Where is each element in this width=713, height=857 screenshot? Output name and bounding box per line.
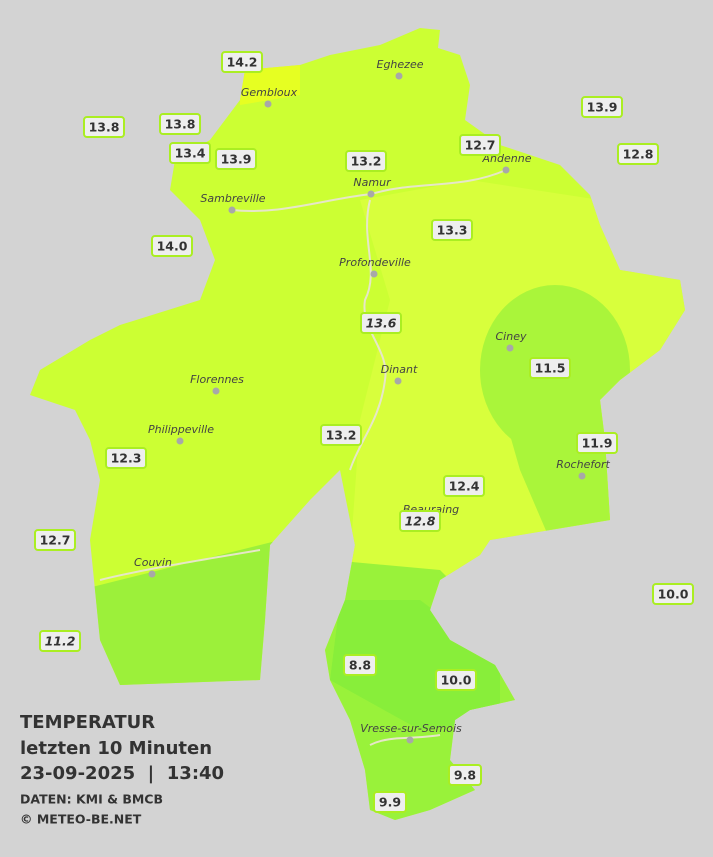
station-box (221, 51, 263, 73)
city-label: Rochefort (556, 458, 610, 471)
station-value: 13.2 (326, 428, 357, 443)
station-value: 13.3 (437, 223, 468, 238)
legend-source: DATEN: KMI & BMCB (20, 792, 163, 807)
station-value: 14.0 (157, 239, 188, 254)
city-label: Florennes (190, 373, 244, 386)
station-value: 9.9 (379, 795, 401, 810)
stations: 14.2 13.8 13.8 13.4 13.9 13.2 12.7 13.9 12.8 14.0… (34, 51, 694, 813)
station-box (459, 134, 501, 156)
station-box (169, 142, 211, 164)
station-box (576, 432, 618, 454)
city-dot (370, 270, 378, 278)
city-dot (264, 100, 272, 108)
station-value: 13.9 (221, 152, 252, 167)
station-value: 9.8 (454, 768, 476, 783)
station-value: 12.3 (111, 451, 142, 466)
legend-copyright: © METEO-BE.NET (20, 812, 142, 827)
station-value: 13.8 (89, 120, 120, 135)
station-box (83, 116, 125, 138)
legend-title: TEMPERATUR (20, 712, 155, 733)
station-box (343, 654, 377, 676)
station-value: 11.5 (535, 361, 566, 376)
station-box (652, 583, 694, 605)
station-box (215, 148, 257, 170)
station-value: 12.7 (40, 533, 71, 548)
station-box (159, 113, 201, 135)
legend-period: letzten 10 Minuten (20, 738, 212, 759)
station-box (34, 529, 76, 551)
cities: EghezeeGemblouxAndenneNamurSambrevillePr… (134, 58, 610, 744)
city-dot (502, 166, 510, 174)
city-label: Gembloux (241, 86, 298, 99)
city-label: Ciney (496, 330, 527, 343)
station-value: 8.8 (349, 658, 371, 673)
station-value: 13.4 (175, 146, 206, 161)
legend-timestamp: 23-09-2025 | 13:40 (20, 763, 224, 784)
city-label: Couvin (134, 556, 172, 569)
station-value: 12.8 (405, 514, 436, 529)
station-box (581, 96, 623, 118)
station-box (320, 424, 362, 446)
city-dot (212, 387, 220, 395)
city-dot (176, 437, 184, 445)
station-box (435, 669, 477, 691)
city-dot (506, 344, 514, 352)
city-label: Vresse-sur-Semois (360, 722, 462, 735)
station-value: 14.2 (227, 55, 258, 70)
station-box (39, 630, 81, 652)
station-box (360, 312, 402, 334)
city-label: Philippeville (148, 423, 214, 436)
station-value: 11.2 (45, 634, 76, 649)
station-box (617, 143, 659, 165)
station-value: 13.9 (587, 100, 618, 115)
city-label: Sambreville (200, 192, 265, 205)
station-box (345, 150, 387, 172)
station-box (431, 219, 473, 241)
city-dot (406, 736, 414, 744)
station-value: 13.6 (366, 316, 397, 331)
station-box (151, 235, 193, 257)
station-box (105, 447, 147, 469)
city-dot (394, 377, 402, 385)
station-value: 12.4 (449, 479, 480, 494)
city-dot (148, 570, 156, 578)
station-value: 12.7 (465, 138, 496, 153)
station-box (529, 357, 571, 379)
city-label: Dinant (381, 363, 418, 376)
station-value: 10.0 (441, 673, 472, 688)
station-value: 10.0 (658, 587, 689, 602)
station-box (373, 791, 407, 813)
city-label: Profondeville (339, 256, 411, 269)
city-dot (578, 472, 586, 480)
station-value: 13.2 (351, 154, 382, 169)
station-box (443, 475, 485, 497)
station-value: 11.9 (582, 436, 613, 451)
city-label: Eghezee (377, 58, 424, 71)
city-label: Namur (353, 176, 392, 189)
station-box (399, 510, 441, 532)
legend: TEMPERATUR letzten 10 Minuten 23-09-2025… (20, 712, 224, 827)
city-dot (395, 72, 403, 80)
station-box (448, 764, 482, 786)
station-value: 12.8 (623, 147, 654, 162)
station-value: 13.8 (165, 117, 196, 132)
city-dot (228, 206, 236, 214)
city-dot (367, 190, 375, 198)
